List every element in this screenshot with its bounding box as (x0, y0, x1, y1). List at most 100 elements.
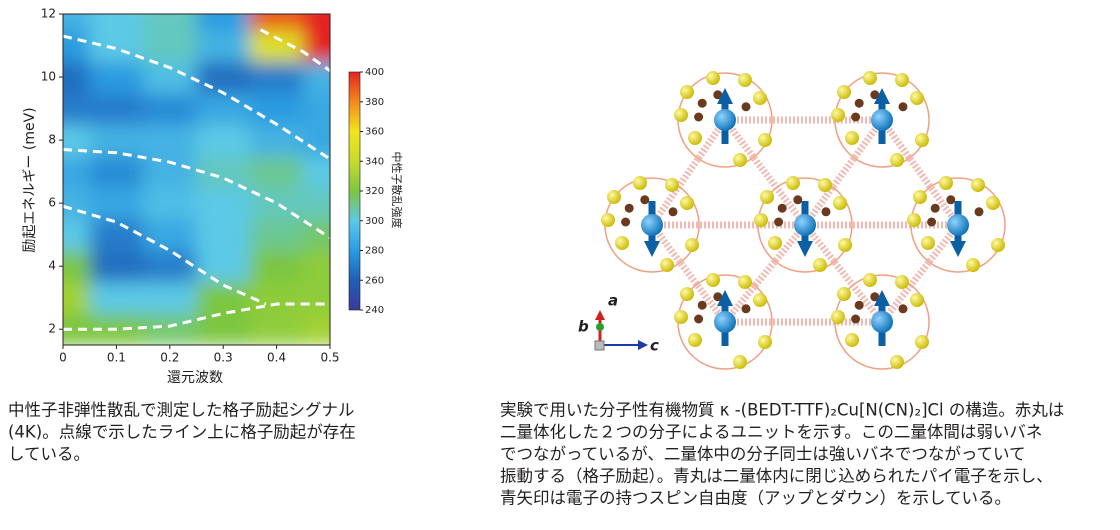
carbon-atom (974, 207, 984, 217)
heat-cell (89, 61, 144, 94)
heat-cell (303, 61, 330, 94)
heat-cell (143, 155, 197, 188)
sulfur-atom (813, 258, 827, 272)
heat-cell (143, 250, 197, 283)
carbon-atom (741, 304, 751, 314)
sulfur-atom (939, 176, 953, 190)
heat-cell (249, 29, 304, 62)
sulfur-atom (863, 273, 877, 287)
carbon-atom (697, 300, 707, 310)
heat-cell (303, 124, 330, 157)
sulfur-atom (915, 133, 929, 147)
sulfur-atom (665, 178, 679, 192)
caption-right-line: 青矢印は電子の持つスピン自由度（アップとダウン）を示している。 (500, 489, 1011, 508)
caption-right-line: 振動する（格子励起）。青丸は二量体内に閉じ込められたパイ電子を示し、 (500, 467, 1053, 486)
sulfur-atom (688, 131, 702, 145)
plot-frame (62, 13, 331, 346)
pi-electron (641, 214, 663, 236)
x-tick-label: 0.4 (267, 351, 286, 365)
heat-cell (303, 92, 330, 125)
heat-cell (143, 14, 197, 31)
sulfur-atom (845, 333, 859, 347)
sulfur-atom (895, 73, 909, 87)
colorbar-tick-label: 280 (365, 246, 384, 257)
sulfur-atom (910, 91, 924, 105)
carbon-atom (668, 207, 678, 217)
heat-cell (249, 124, 304, 157)
carbon-atom (851, 314, 861, 324)
x-tick-label: 0.2 (160, 351, 179, 365)
heat-cell (89, 250, 144, 283)
heat-cell (89, 218, 144, 251)
heat-cell (196, 155, 251, 188)
heat-cell (303, 29, 330, 62)
caption-right-line: 実験で用いた分子性有機物質 κ -(BEDT-TTF)₂Cu[N(CN)₂]Cl… (500, 401, 1064, 420)
caption-left-line: 中性子非弾性散乱で測定した格子励起シグナル (8, 401, 355, 420)
heatmap (63, 14, 330, 345)
heat-cell (249, 61, 304, 94)
sulfur-atom (615, 236, 629, 250)
heat-cell (249, 92, 304, 125)
heat-cell (303, 281, 330, 314)
sulfur-atom (890, 153, 904, 167)
carbon-atom (694, 314, 704, 324)
crystal-structure (601, 71, 1006, 370)
heat-cell (249, 250, 304, 283)
carbon-atom (793, 195, 803, 205)
carbon-atom (741, 102, 751, 112)
colorbar-tick-label: 300 (365, 216, 384, 227)
colorbar-tick-label: 400 (365, 67, 384, 78)
sulfur-atom (633, 176, 647, 190)
carbon-atom (930, 203, 940, 213)
pi-electron (871, 311, 893, 333)
sulfur-atom (768, 236, 782, 250)
carbon-atom (851, 112, 861, 122)
carbon-atom (621, 217, 631, 227)
axis-c-label: c (650, 337, 659, 355)
heat-cell (63, 61, 91, 94)
heat-cell (63, 29, 91, 62)
heat-cell (63, 218, 91, 251)
carbon-atom (870, 292, 880, 302)
heat-cell (196, 187, 251, 220)
heat-cell (89, 14, 144, 31)
spring (722, 222, 808, 325)
heat-cell (196, 281, 251, 314)
heat-cell (89, 92, 144, 125)
sulfur-atom (991, 238, 1005, 252)
pi-electron (947, 214, 969, 236)
heat-cell (303, 14, 330, 31)
sulfur-atom (831, 310, 845, 324)
sulfur-atom (733, 355, 747, 369)
sulfur-atom (680, 85, 694, 99)
heat-cell (89, 187, 144, 220)
heat-cell (196, 218, 251, 251)
carbon-atom (777, 203, 787, 213)
caption-left-line: している。 (8, 445, 90, 464)
heat-cell (303, 155, 330, 188)
carbon-atom (697, 98, 707, 108)
heat-cell (63, 281, 91, 314)
sulfur-atom (831, 108, 845, 122)
carbon-atom (821, 207, 831, 217)
heat-cell (249, 155, 304, 188)
carbon-atom (870, 90, 880, 100)
sulfur-atom (601, 213, 615, 227)
sulfur-atom (986, 196, 1000, 210)
spring (649, 222, 728, 325)
pi-electron (714, 109, 736, 131)
sulfur-atom (845, 131, 859, 145)
carbon-atom (898, 102, 908, 112)
heat-cell (196, 124, 251, 157)
sulfur-atom (837, 287, 851, 301)
sulfur-atom (760, 190, 774, 204)
carbon-atom (946, 195, 956, 205)
y-tick-label: 12 (41, 7, 56, 21)
colorbar-tick-label: 360 (365, 127, 384, 138)
sulfur-atom (674, 108, 688, 122)
carbon-atom (713, 292, 723, 302)
x-tick-label: 0.3 (214, 351, 233, 365)
colorbar-tick-label: 260 (365, 275, 384, 286)
heat-cell (196, 61, 251, 94)
